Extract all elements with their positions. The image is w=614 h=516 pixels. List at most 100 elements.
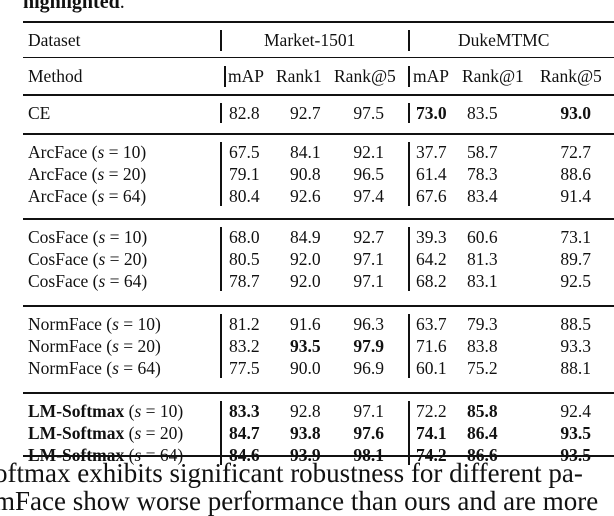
scale-param: (s = 64): [101, 358, 161, 378]
metric-value: 83.8: [467, 336, 498, 356]
scale-param: (s = 20): [87, 164, 147, 184]
metric-value: 97.9: [353, 336, 384, 356]
metric-value: 88.6: [560, 164, 591, 184]
metric-value: 92.7: [290, 103, 321, 123]
metric-value: 74.1: [416, 423, 447, 443]
method-name: LM-Softmax (s = 10): [28, 401, 184, 421]
table-row: LM-Softmax (s = 20) 84.7 93.8 97.6 74.1 86.4 9…: [0, 422, 614, 444]
metric-value: 96.3: [353, 314, 384, 334]
metric-value: 80.4: [229, 186, 260, 206]
table-row: CosFace (s = 64) 78.7 92.0 97.1 68.2 83.1 92.5: [0, 270, 614, 292]
metric-value: 77.5: [229, 358, 260, 378]
metric-value: 84.7: [229, 423, 260, 443]
method-name: CE: [28, 103, 51, 123]
method-name: CosFace (s = 64): [28, 271, 148, 291]
metric-value: 60.1: [416, 358, 447, 378]
metric-value: 97.6: [353, 423, 384, 443]
col-header: Rank@5: [334, 66, 396, 86]
table-bottom-rule: [23, 455, 614, 457]
metric-value: 82.8: [229, 103, 260, 123]
metric-value: 75.2: [467, 358, 498, 378]
metric-value: 93.8: [290, 423, 321, 443]
metric-value: 89.7: [560, 249, 591, 269]
metric-value: 92.4: [560, 401, 591, 421]
metric-value: 91.6: [290, 314, 321, 334]
body-text-line: mFace show worse performance than ours a…: [0, 486, 599, 516]
method-name: CosFace (s = 20): [28, 249, 148, 269]
metric-value: 64.2: [416, 249, 447, 269]
metric-value: 60.6: [467, 227, 498, 247]
column-divider: [220, 142, 222, 206]
column-divider: [408, 142, 410, 206]
metric-value: 93.0: [560, 103, 591, 123]
group-rule: [23, 305, 614, 307]
method-name: LM-Softmax (s = 20): [28, 423, 184, 443]
metric-value: 78.3: [467, 164, 498, 184]
metric-value: 37.7: [416, 142, 447, 162]
metric-value: 83.5: [467, 103, 498, 123]
metric-value: 39.3: [416, 227, 447, 247]
scale-param: (s = 10): [87, 142, 147, 162]
method-name: ArcFace (s = 20): [28, 164, 147, 184]
metric-value: 84.1: [290, 142, 321, 162]
table-row: NormFace (s = 20) 83.2 93.5 97.9 71.6 83.8 93.…: [0, 335, 614, 357]
table-row: CE 82.8 92.7 97.5 73.0 83.5 93.0: [0, 102, 614, 124]
scale-param: (s = 64): [87, 186, 147, 206]
metric-value: 97.1: [353, 249, 384, 269]
metric-value: 90.8: [290, 164, 321, 184]
column-divider: [220, 30, 222, 51]
scale-param: (s = 20): [124, 423, 184, 443]
scale-param: (s = 64): [88, 271, 148, 291]
table-row: CosFace (s = 10) 68.0 84.9 92.7 39.3 60.6 73.1: [0, 226, 614, 248]
table-top-rule: [23, 21, 614, 23]
metric-value: 88.5: [560, 314, 591, 334]
column-divider: [408, 227, 410, 291]
metric-value: 92.1: [353, 142, 384, 162]
metric-value: 67.6: [416, 186, 447, 206]
table-row: NormFace (s = 64) 77.5 90.0 96.9 60.1 75.2 88.…: [0, 357, 614, 379]
table-row: ArcFace (s = 10) 67.5 84.1 92.1 37.7 58.7 72.7: [0, 141, 614, 163]
header-rule: [23, 57, 614, 59]
scale-param: (s = 20): [88, 249, 148, 269]
metric-value: 92.5: [560, 271, 591, 291]
column-divider: [220, 314, 222, 378]
metric-value: 73.0: [416, 103, 447, 123]
scale-param: (s = 10): [88, 227, 148, 247]
metric-value: 97.4: [353, 186, 384, 206]
dataset-header-row: Dataset Market-1501 DukeMTMC: [0, 29, 614, 51]
column-divider: [408, 314, 410, 378]
metric-value: 92.0: [290, 249, 321, 269]
metric-value: 92.8: [290, 401, 321, 421]
metric-value: 97.5: [353, 103, 384, 123]
dataset-label: Dataset: [28, 30, 81, 50]
column-divider: [220, 227, 222, 291]
column-divider: [408, 30, 410, 51]
table-row: LM-Softmax (s = 10) 83.3 92.8 97.1 72.2 85.8 9…: [0, 400, 614, 422]
column-divider: [408, 66, 410, 87]
metric-value: 81.2: [229, 314, 260, 334]
metric-value: 80.5: [229, 249, 260, 269]
metric-value: 97.1: [353, 271, 384, 291]
metric-value: 93.3: [560, 336, 591, 356]
table-row: NormFace (s = 10) 81.2 91.6 96.3 63.7 79.3 88.…: [0, 313, 614, 335]
table-row: ArcFace (s = 20) 79.1 90.8 96.5 61.4 78.3 88.6: [0, 163, 614, 185]
metric-value: 83.2: [229, 336, 260, 356]
column-divider: [224, 66, 226, 87]
metric-value: 86.4: [467, 423, 498, 443]
metric-value: 90.0: [290, 358, 321, 378]
metric-value: 79.1: [229, 164, 260, 184]
column-divider: [408, 103, 410, 123]
metric-value: 93.5: [290, 336, 321, 356]
metric-value: 67.5: [229, 142, 260, 162]
metric-value: 96.5: [353, 164, 384, 184]
metric-value: 92.7: [353, 227, 384, 247]
metric-value: 92.0: [290, 271, 321, 291]
body-text-line: oftmax exhibits significant robustness f…: [0, 458, 583, 488]
group-rule: [23, 392, 614, 394]
metric-value: 58.7: [467, 142, 498, 162]
group-rule: [23, 218, 614, 220]
method-label: Method: [28, 66, 83, 86]
metric-value: 85.8: [467, 401, 498, 421]
caption-fragment: highlighted.: [23, 0, 125, 13]
table-row: ArcFace (s = 64) 80.4 92.6 97.4 67.6 83.4 91.4: [0, 185, 614, 207]
